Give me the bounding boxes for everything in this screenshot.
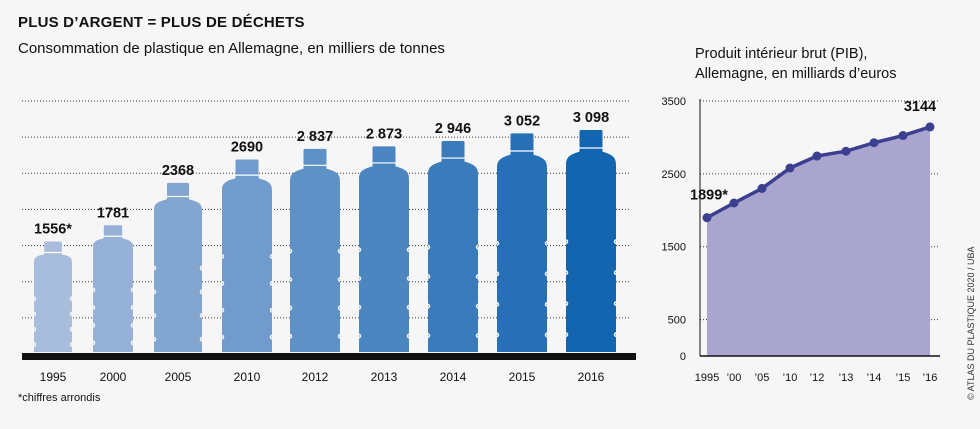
gdp-annotation: 1899* <box>690 188 728 204</box>
bottle-cap <box>511 133 534 151</box>
bar-value-label: 1556* <box>34 222 72 238</box>
gdp-area-chart: 0 500 1500 2500 3500 1995 ’00 ’05 ’10 ’12 ’13 ’14 ’1… <box>662 96 940 384</box>
bar-value-label: 2 946 <box>435 121 471 137</box>
bottle-body <box>34 253 72 352</box>
gdp-annotation: 3144 <box>904 99 936 115</box>
bar-x-tick-label: 2013 <box>371 370 398 384</box>
bottle-bar <box>222 160 272 352</box>
footnote: *chiffres arrondis <box>18 392 100 404</box>
bar-x-tick-label: 1995 <box>40 370 67 384</box>
gdp-point <box>786 164 795 173</box>
bar-value-label: 2368 <box>162 163 194 179</box>
bottle-bar <box>359 146 409 352</box>
bottle-cap <box>167 183 189 197</box>
bottle-bar <box>34 242 72 352</box>
chart-canvas: 1556* 1781 2368 2690 2 837 2 873 2 946 3 052 3 0… <box>0 0 980 429</box>
bottle-cap <box>104 225 122 236</box>
bottle-cap <box>44 242 61 253</box>
bar-value-label: 3 098 <box>573 110 609 126</box>
gdp-x-tick-label: ’10 <box>783 372 798 384</box>
gdp-point <box>926 122 935 131</box>
bar-x-tick-label: 2010 <box>234 370 261 384</box>
bottle-cap <box>442 141 465 158</box>
bottle-body <box>154 197 202 352</box>
gdp-y-tick-label: 500 <box>668 315 686 327</box>
bar-x-tick-label: 2014 <box>440 370 467 384</box>
gdp-x-tick-label: 1995 <box>695 372 719 384</box>
bar-x-tick-label: 2005 <box>165 370 192 384</box>
gdp-x-tick-label: ’14 <box>867 372 882 384</box>
bar-value-label: 1781 <box>97 205 129 221</box>
bar-x-tick-label: 2000 <box>100 370 127 384</box>
bottle-body <box>290 165 340 352</box>
bar-x-tick-label: 2015 <box>509 370 536 384</box>
gdp-y-tick-label: 3500 <box>662 96 686 108</box>
gdp-point <box>899 131 908 140</box>
gdp-y-tick-label: 1500 <box>662 242 686 254</box>
source-credit: © ATLAS DU PLASTIQUE 2020 / UBA <box>966 246 976 400</box>
bottle-bar <box>428 141 478 352</box>
gdp-x-tick-label: ’13 <box>839 372 854 384</box>
bar-value-label: 2 873 <box>366 126 402 142</box>
gdp-x-tick-label: ’05 <box>755 372 770 384</box>
bottle-cap <box>580 130 603 148</box>
bottle-body <box>359 163 409 352</box>
bottle-body <box>566 148 616 352</box>
bottle-body <box>428 158 478 352</box>
bar-value-label: 2 837 <box>297 129 333 145</box>
bottle-bar <box>93 225 133 352</box>
bottle-cap <box>236 160 259 176</box>
bar-value-label: 2690 <box>231 140 263 156</box>
bottle-body <box>222 175 272 352</box>
bottle-bar <box>290 149 340 352</box>
gdp-x-tick-label: ’16 <box>923 372 938 384</box>
gdp-y-tick-label: 0 <box>680 351 686 363</box>
bottle-bar <box>154 183 202 352</box>
bar-x-tick-labels: 1995 2000 2005 2010 2012 2013 2014 2015 2016 <box>40 370 605 384</box>
bottle-bar <box>497 133 547 352</box>
bottle-bar <box>566 130 616 352</box>
bar-value-label: 3 052 <box>504 113 540 129</box>
bar-baseline <box>22 353 636 360</box>
bottle-body <box>93 236 133 352</box>
bottle-body <box>497 151 547 352</box>
gdp-point <box>730 199 739 208</box>
gdp-x-tick-label: ’12 <box>810 372 825 384</box>
gdp-y-tick-label: 2500 <box>662 169 686 181</box>
gdp-x-tick-label: ’15 <box>896 372 911 384</box>
gdp-point <box>758 184 767 193</box>
bar-x-tick-label: 2012 <box>302 370 329 384</box>
gdp-area-fill <box>707 127 930 356</box>
gdp-x-tick-label: ’00 <box>727 372 742 384</box>
gdp-point <box>870 138 879 147</box>
bottle-cap <box>373 146 396 163</box>
gdp-point <box>842 147 851 156</box>
gdp-point <box>813 152 822 161</box>
bottle-cap <box>304 149 327 165</box>
bottle-bars <box>34 130 616 352</box>
gdp-point <box>703 213 712 222</box>
bar-x-tick-label: 2016 <box>578 370 605 384</box>
